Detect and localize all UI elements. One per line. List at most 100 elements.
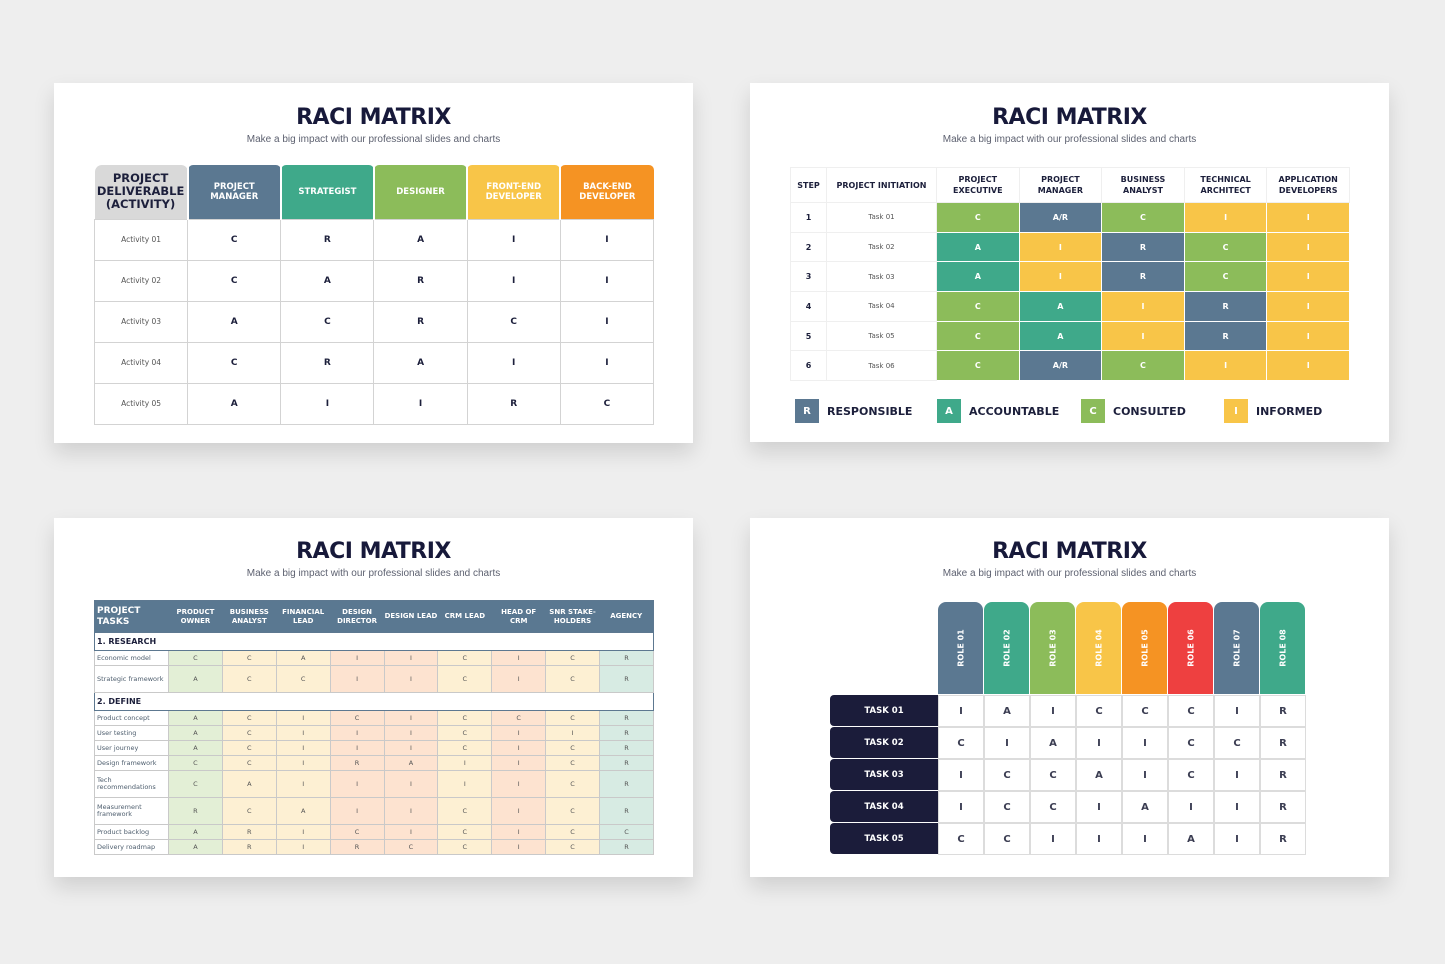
table-row: Product backlog A R I C I C I C C: [94, 824, 654, 840]
raci-cell: I: [1018, 261, 1103, 293]
role-header: STRATEGIST: [279, 165, 374, 219]
raci-cell: I: [1214, 791, 1260, 823]
column-header: TECHNICAL ARCHITECT: [1183, 167, 1268, 203]
raci-cell: C: [329, 710, 385, 726]
raci-cell: I: [1101, 320, 1185, 352]
raci-cell: C: [545, 824, 600, 840]
raci-cell: I: [329, 740, 385, 756]
raci-cell: R: [599, 650, 654, 666]
raci-table: STEP PROJECT INITIATION PROJECT EXECUTIVE P…: [790, 167, 1350, 382]
raci-cell: A: [1030, 727, 1076, 759]
raci-cell: C: [466, 300, 561, 343]
column-header: PROJECT INITIATION: [826, 167, 937, 203]
raci-cell: C: [545, 740, 600, 756]
raci-cell: C: [984, 823, 1030, 855]
section-row: 2. DEFINE: [94, 692, 654, 711]
raci-cell: A: [373, 341, 468, 384]
role-header: ROLE 03: [1030, 602, 1075, 694]
column-header: PROJECT TASKS: [94, 600, 169, 633]
raci-cell: R: [280, 341, 375, 384]
raci-cell: C: [1168, 727, 1214, 759]
raci-cell: I: [373, 382, 468, 425]
role-header: ROLE 04: [1076, 602, 1121, 694]
raci-cell: C: [221, 755, 277, 771]
raci-cell: I: [491, 770, 547, 798]
task-label: Measurement framework: [94, 797, 169, 825]
table-row: Product concept A C I C I C C C R: [94, 710, 654, 726]
raci-cell: I: [1266, 291, 1350, 322]
activity-label: Activity 05: [93, 382, 189, 425]
legend-label: ACCOUNTABLE: [969, 404, 1060, 418]
task-label: Task 04: [826, 291, 937, 322]
raci-cell: R: [466, 382, 561, 425]
raci-cell: C: [1076, 695, 1122, 727]
raci-cell: I: [1183, 350, 1268, 382]
raci-cell: A: [373, 218, 468, 261]
raci-cell: R: [168, 797, 223, 825]
legend-item: R RESPONSIBLE: [795, 399, 912, 423]
section-label: 1. RESEARCH: [94, 632, 654, 651]
task-label: Delivery roadmap: [94, 839, 169, 855]
table-row: Strategic framework A C C I I C I C R: [94, 665, 654, 693]
legend-swatch: R: [795, 399, 819, 423]
legend-swatch: I: [1224, 399, 1248, 423]
raci-cell: A/R: [1018, 202, 1103, 233]
role-header: ROLE 07: [1214, 602, 1259, 694]
raci-cell: C: [437, 650, 493, 666]
table-row: User testing A C I I I C I I R: [94, 725, 654, 741]
activity-label: Activity 04: [93, 341, 189, 384]
raci-cell: C: [545, 650, 600, 666]
raci-cell: R: [1260, 823, 1306, 855]
slide-raci-roles: RACI MATRIX Make a big impact with our p…: [750, 518, 1389, 877]
raci-cell: I: [491, 755, 547, 771]
raci-cell: A: [221, 770, 277, 798]
role-label: ROLE 02: [1002, 629, 1011, 667]
raci-cell: I: [275, 839, 331, 855]
table-row: Activity 01 C R A I I: [93, 218, 655, 261]
role-header: ROLE 08: [1260, 602, 1305, 694]
raci-cell: I: [491, 665, 547, 693]
task-label: Task 06: [826, 350, 937, 382]
raci-cell: I: [1030, 823, 1076, 855]
raci-cell: A: [1168, 823, 1214, 855]
raci-cell: I: [938, 695, 984, 727]
step-number: 3: [790, 261, 827, 293]
raci-cell: C: [280, 300, 375, 343]
raci-cell: R: [599, 839, 654, 855]
raci-cell: A/R: [1018, 350, 1103, 382]
task-label: TASK 03: [830, 759, 938, 790]
raci-cell: R: [599, 665, 654, 693]
role-header: PROJECT MANAGER: [186, 165, 281, 219]
task-label: TASK 01: [830, 695, 938, 726]
task-label: Tech recommendations: [94, 770, 169, 798]
task-label: Task 05: [826, 320, 937, 352]
table-row: Activity 05 A I I R C: [93, 382, 655, 425]
column-header: PRODUCT OWNER: [168, 600, 223, 633]
raci-cell: I: [383, 740, 439, 756]
raci-cell: C: [168, 770, 223, 798]
activity-label: Activity 01: [93, 218, 189, 261]
task-label: Economic model: [94, 650, 169, 666]
raci-cell: R: [221, 839, 277, 855]
column-header: DESIGN LEAD: [384, 600, 438, 633]
raci-cell: I: [1101, 291, 1185, 322]
raci-cell: C: [437, 824, 493, 840]
raci-cell: I: [383, 770, 439, 798]
raci-cell: C: [187, 341, 282, 384]
raci-cell: I: [466, 341, 561, 384]
raci-cell: I: [1266, 261, 1350, 293]
raci-cell: I: [437, 755, 493, 771]
raci-cell: R: [1260, 791, 1306, 823]
raci-cell: I: [466, 218, 561, 261]
raci-cell: A: [168, 740, 223, 756]
raci-cell: R: [599, 797, 654, 825]
task-label: Product backlog: [94, 824, 169, 840]
raci-cell: I: [383, 650, 439, 666]
task-label: TASK 02: [830, 727, 938, 758]
role-label: ROLE 03: [1048, 629, 1057, 667]
raci-cell: I: [559, 259, 655, 302]
raci-cell: I: [329, 797, 385, 825]
raci-cell: R: [599, 725, 654, 741]
table-row: Activity 02 C A R I I: [93, 259, 655, 302]
raci-cell: C: [1183, 231, 1268, 263]
